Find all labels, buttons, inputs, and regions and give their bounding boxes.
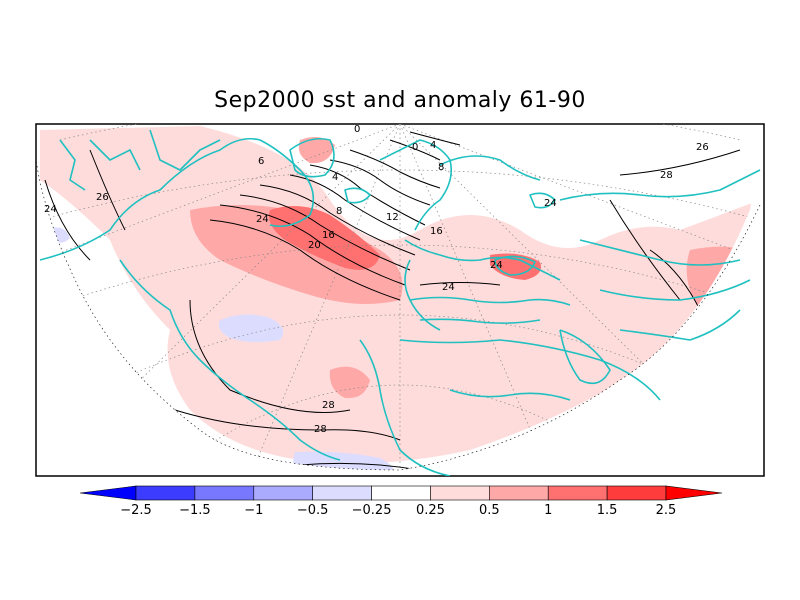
colorbar-tick-label: 1.5 — [597, 503, 618, 518]
contour-label: 26 — [696, 142, 709, 153]
contour-label: 20 — [308, 240, 321, 251]
sst-contours — [44, 131, 741, 470]
colorbar-box — [135, 485, 196, 501]
colorbar-tick-label: −0.5 — [297, 503, 329, 518]
colorbar-tick-label: 0.25 — [416, 503, 445, 518]
colorbar-tick-label: −1 — [244, 503, 263, 518]
anomaly-cool-region — [218, 314, 284, 343]
colorbar-tick-label: −2.5 — [120, 503, 152, 518]
contour-label: 0 — [354, 124, 360, 135]
contour-label: 16 — [430, 226, 443, 237]
contour-label: 12 — [386, 212, 399, 223]
colorbar-tick-label: 1 — [544, 503, 552, 518]
colorbar-tick-label: 0.5 — [479, 503, 500, 518]
contour-label: 6 — [258, 156, 264, 167]
colorbar-box — [489, 485, 549, 501]
colorbar-tick-label: −0.25 — [352, 503, 392, 518]
contour-label: 26 — [96, 192, 109, 203]
contour-label: 0 — [412, 142, 418, 153]
colorbar-box — [606, 485, 667, 501]
contour-label: 24 — [442, 282, 455, 293]
anomaly-strong-region-2 — [490, 253, 541, 280]
anomaly-mid-region-3 — [298, 136, 335, 164]
contour-label: 28 — [660, 170, 673, 181]
colorbar-arrow-left — [79, 485, 137, 501]
colorbar-box — [547, 485, 608, 501]
contour-label: 28 — [314, 424, 327, 435]
colorbar-tick-label: 2.5 — [656, 503, 677, 518]
colorbar-tick-label: −1.5 — [179, 503, 211, 518]
contour-label: 28 — [322, 400, 335, 411]
colorbar-box — [371, 485, 431, 501]
colorbar-arrow-right — [665, 485, 723, 501]
contour-label: 4 — [332, 172, 338, 183]
contour-label: 24 — [544, 198, 557, 209]
colorbar-box — [430, 485, 490, 501]
contour-label: 24 — [44, 204, 57, 215]
coastlines — [39, 129, 761, 476]
colorbar-box — [253, 485, 313, 501]
contour-label: 4 — [430, 140, 436, 151]
hemisphere-edge — [35, 159, 761, 471]
contour-label: 24 — [256, 214, 269, 225]
contour-label: 24 — [490, 260, 503, 271]
contour-label: 16 — [322, 230, 335, 241]
contour-label: 8 — [438, 162, 444, 173]
colorbar: −2.5 −1.5 −1 −0.5 −0.25 0.25 0.5 1 1.5 2.5 — [79, 485, 723, 518]
map-title: Sep2000 sst and anomaly 61-90 — [214, 88, 586, 113]
contour-labels: 24 26 26 28 6 4 0 8 12 16 20 24 16 8 4 0… — [44, 124, 709, 435]
colorbar-box — [312, 485, 372, 501]
colorbar-box — [194, 485, 255, 501]
contour-label: 8 — [336, 206, 342, 217]
anomaly-mid-region-4 — [329, 366, 370, 399]
